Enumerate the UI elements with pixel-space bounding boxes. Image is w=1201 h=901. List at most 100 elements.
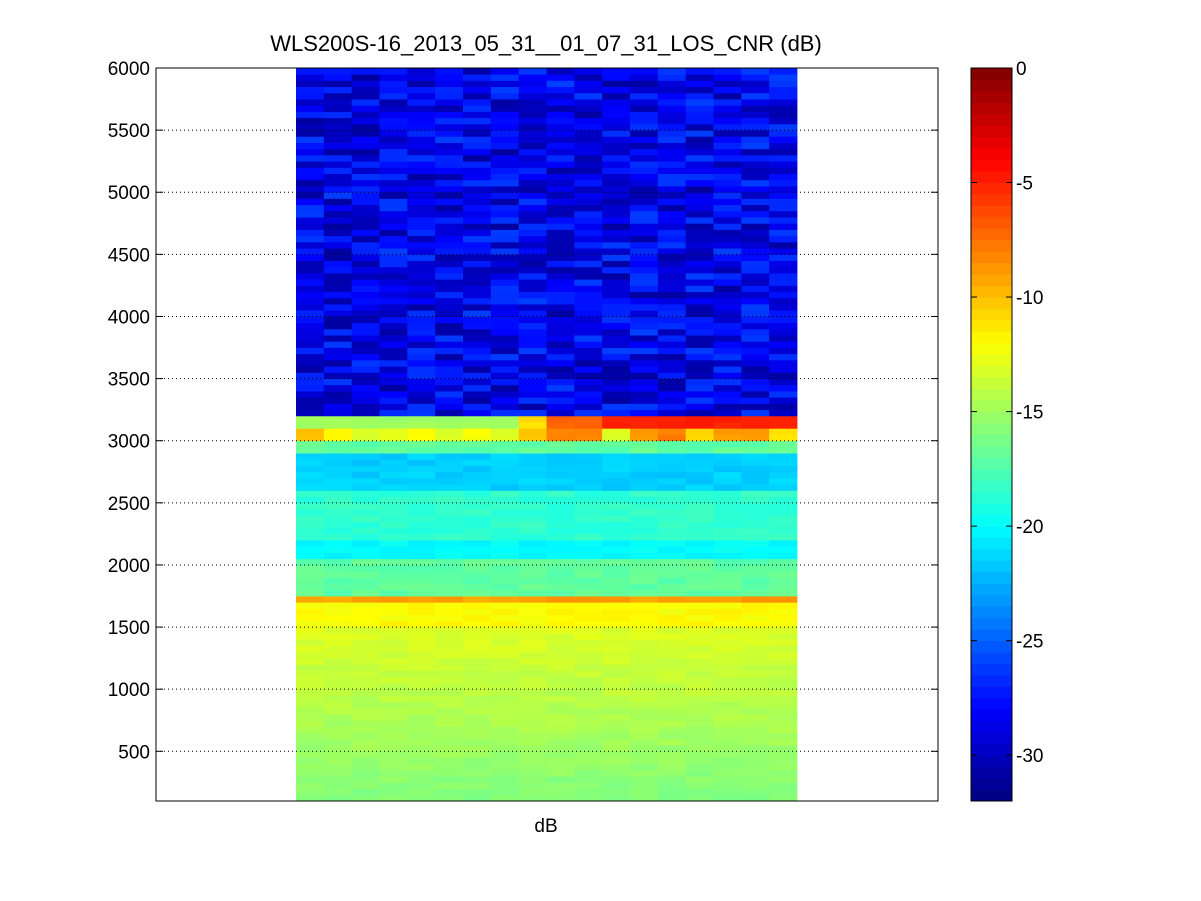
heatmap-cell (769, 620, 798, 628)
heatmap-cell (518, 490, 547, 498)
heatmap-cell (296, 490, 325, 498)
heatmap-cell (296, 105, 325, 112)
heatmap-cell (713, 453, 742, 460)
heatmap-cell (630, 272, 659, 280)
y-axis-ticks: 5001000150020002500300035004000450050005… (108, 59, 938, 763)
heatmap-cell (657, 490, 687, 498)
heatmap-cell (407, 732, 436, 740)
heatmap-cell (463, 229, 492, 237)
heatmap-cell (407, 285, 436, 293)
heatmap-cell (351, 676, 380, 684)
heatmap-cell (379, 608, 408, 616)
colorbar-step (971, 629, 1012, 642)
heatmap-cell (407, 745, 436, 752)
heatmap-cell (490, 297, 520, 305)
heatmap-cell (379, 353, 408, 361)
heatmap-cell (435, 738, 464, 746)
heatmap-cell (546, 186, 575, 193)
heatmap-cell (463, 521, 492, 529)
heatmap-cell (685, 564, 714, 572)
heatmap-cell (351, 769, 380, 777)
heatmap-cell (741, 602, 770, 609)
heatmap-cell (713, 620, 742, 628)
heatmap-cell (323, 614, 353, 622)
heatmap-cell (463, 186, 492, 193)
heatmap-cell (741, 403, 770, 411)
heatmap-cell (435, 596, 464, 603)
heatmap-cell (435, 446, 464, 454)
heatmap-cell (713, 173, 742, 181)
heatmap-cell (463, 583, 492, 591)
heatmap-cell (741, 154, 770, 162)
heatmap-cell (769, 496, 798, 504)
heatmap-cell (323, 751, 353, 758)
y-tick-label: 2500 (108, 494, 150, 515)
heatmap-cell (657, 509, 687, 516)
heatmap-cell (602, 707, 631, 715)
heatmap-cell (574, 272, 603, 280)
heatmap-cell (546, 596, 575, 603)
heatmap-cell (351, 229, 380, 237)
heatmap-cell (351, 291, 380, 299)
heatmap-cell (296, 776, 325, 783)
heatmap-cell (657, 285, 687, 293)
heatmap-cell (296, 434, 325, 442)
heatmap-cell (463, 248, 492, 255)
heatmap-cell (296, 515, 325, 522)
heatmap-cell (490, 148, 520, 156)
heatmap-cell (630, 223, 659, 230)
heatmap-cell (630, 148, 659, 156)
heatmap-cell (574, 378, 603, 386)
heatmap-cell (435, 540, 464, 547)
heatmap-cell (351, 751, 380, 758)
heatmap-cell (323, 701, 353, 709)
heatmap-cell (630, 428, 659, 435)
heatmap-cell (657, 602, 687, 609)
heatmap-cell (379, 254, 408, 261)
heatmap-cell (713, 589, 742, 597)
heatmap-cell (351, 788, 380, 796)
heatmap-cell (546, 310, 575, 317)
heatmap-cell (518, 602, 547, 609)
heatmap-cell (713, 682, 742, 690)
heatmap-cell (407, 776, 436, 783)
heatmap-cell (463, 453, 492, 460)
colorbar-step (971, 79, 1012, 92)
heatmap-cell (741, 117, 770, 125)
heatmap-cell (602, 241, 631, 249)
heatmap-cell (602, 446, 631, 454)
heatmap-cell (685, 620, 714, 628)
heatmap-cell (769, 111, 798, 119)
heatmap-cell (685, 471, 714, 479)
heatmap-cell (463, 608, 492, 616)
heatmap-cell (407, 509, 436, 516)
heatmap-cell (685, 359, 714, 367)
heatmap-cell (518, 459, 547, 466)
heatmap-cell (685, 130, 714, 137)
heatmap-cell (741, 465, 770, 473)
heatmap-cell (657, 372, 687, 379)
colorbar-step (971, 90, 1012, 103)
heatmap-cell (769, 440, 798, 448)
heatmap-cell (379, 689, 408, 696)
heatmap-cell (351, 738, 380, 746)
heatmap-cell (518, 782, 547, 789)
heatmap-cell (741, 99, 770, 106)
heatmap-cell (463, 676, 492, 684)
heatmap-cell (741, 732, 770, 740)
heatmap-cell (379, 726, 408, 734)
heatmap-cell (602, 670, 631, 678)
heatmap-cell (713, 726, 742, 734)
heatmap-cell (351, 782, 380, 789)
heatmap-cell (323, 167, 353, 174)
heatmap-cell (490, 223, 520, 230)
heatmap-cell (602, 217, 631, 224)
heatmap-cell (490, 471, 520, 479)
heatmap-cell (769, 204, 798, 212)
heatmap-cell (546, 658, 575, 665)
heatmap-cell (435, 546, 464, 553)
heatmap-cell (379, 397, 408, 404)
heatmap-cell (769, 564, 798, 572)
heatmap-cell (379, 378, 408, 386)
heatmap-cell (630, 726, 659, 734)
